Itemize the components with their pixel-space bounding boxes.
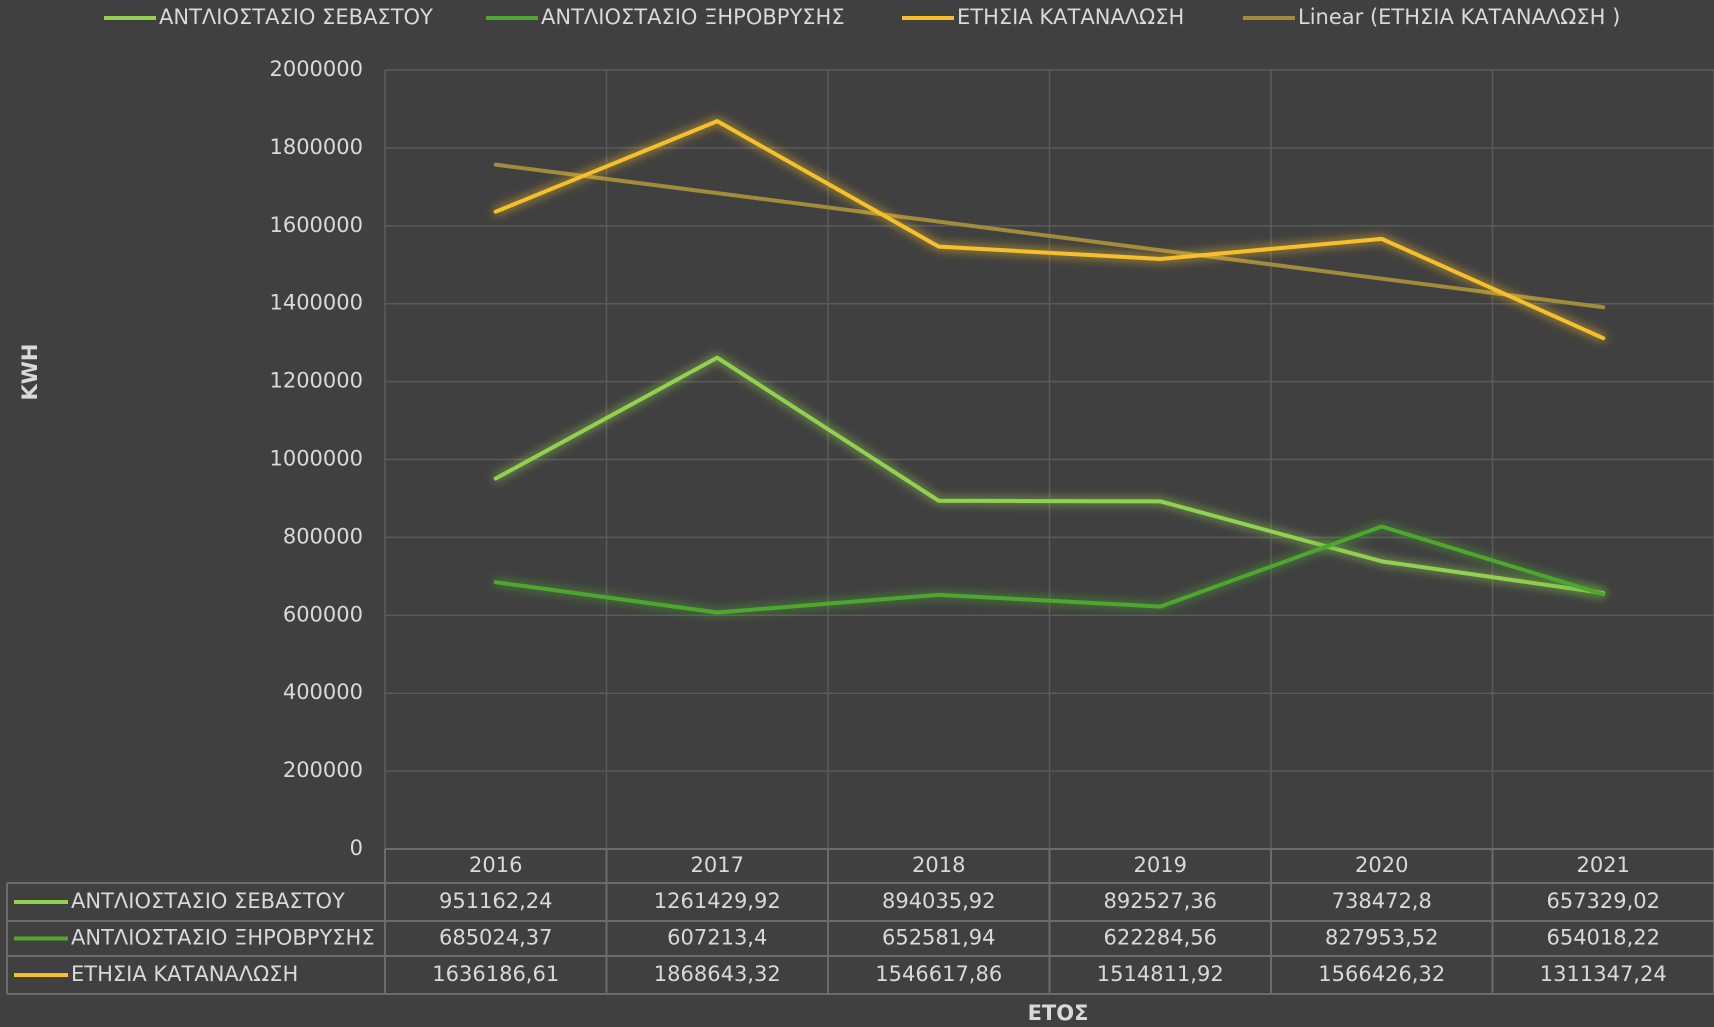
table-cell: 1636186,61: [432, 962, 559, 986]
table-cell: 607213,4: [667, 926, 767, 950]
y-tick-label: 2000000: [269, 57, 363, 81]
table-row-label: ΑΝΤΛΙΟΣΤΑΣΙΟ ΞΗΡΟΒΡΥΣΗΣ: [71, 926, 375, 950]
y-tick-label: 1800000: [269, 135, 363, 159]
table-cell: 894035,92: [882, 889, 996, 913]
table-cell: 1311347,24: [1540, 962, 1667, 986]
y-tick-label: 200000: [283, 758, 363, 782]
y-tick-label: 1600000: [269, 213, 363, 237]
table-row-label: ΕΤΗΣΙΑ ΚΑΤΑΝΑΛΩΣΗ: [71, 962, 298, 986]
series-line: [493, 524, 1606, 615]
y-tick-label: 1200000: [269, 369, 363, 393]
y-tick-label: 0: [350, 836, 363, 860]
series-line: [493, 119, 1606, 341]
table-cell: 1514811,92: [1097, 962, 1224, 986]
table-cell: 951162,24: [439, 889, 553, 913]
y-tick-label: 400000: [283, 680, 363, 704]
table-cell: 1868643,32: [654, 962, 781, 986]
x-tick-label: 2021: [1577, 853, 1630, 877]
x-tick-label: 2020: [1355, 853, 1408, 877]
table-cell: 1566426,32: [1318, 962, 1445, 986]
y-tick-label: 800000: [283, 524, 363, 548]
table-cell: 654018,22: [1546, 926, 1660, 950]
table-cell: 652581,94: [882, 926, 996, 950]
y-tick-label: 600000: [283, 602, 363, 626]
legend-label: ΑΝΤΛΙΟΣΤΑΣΙΟ ΞΗΡΟΒΡΥΣΗΣ: [541, 5, 845, 29]
table-cell: 685024,37: [439, 926, 553, 950]
table-cell: 1546617,86: [875, 962, 1002, 986]
y-axis-title: KWH: [18, 343, 42, 400]
y-tick-label: 1000000: [269, 447, 363, 471]
table-cell: 1261429,92: [654, 889, 781, 913]
legend-label: ΕΤΗΣΙΑ ΚΑΤΑΝΑΛΩΣΗ: [957, 5, 1184, 29]
x-tick-label: 2016: [469, 853, 522, 877]
table-cell: 738472,8: [1332, 889, 1432, 913]
trend-line: [493, 162, 1606, 310]
legend-label: Linear (ΕΤΗΣΙΑ ΚΑΤΑΝΑΛΩΣΗ ): [1298, 5, 1620, 29]
table-cell: 657329,02: [1546, 889, 1660, 913]
legend-label: ΑΝΤΛΙΟΣΤΑΣΙΟ ΣΕΒΑΣΤΟΥ: [159, 5, 433, 29]
table-cell: 892527,36: [1103, 889, 1217, 913]
x-tick-label: 2019: [1134, 853, 1187, 877]
series-line: [493, 355, 1606, 595]
table-row-label: ΑΝΤΛΙΟΣΤΑΣΙΟ ΣΕΒΑΣΤΟΥ: [71, 889, 345, 913]
x-axis-title: ΕΤΟΣ: [1028, 1001, 1089, 1025]
x-tick-label: 2018: [912, 853, 965, 877]
x-tick-label: 2017: [691, 853, 744, 877]
table-cell: 622284,56: [1103, 926, 1217, 950]
table-cell: 827953,52: [1325, 926, 1439, 950]
y-tick-label: 1400000: [269, 291, 363, 315]
